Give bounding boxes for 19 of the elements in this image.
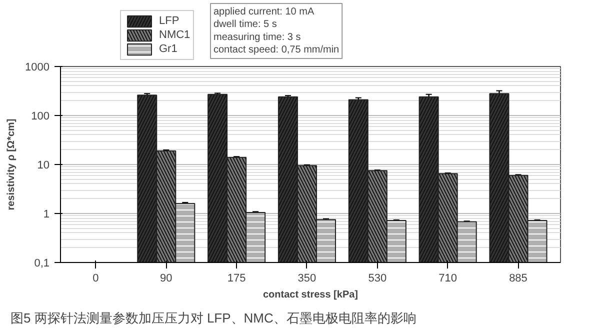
y-tick-label: 0,1 <box>34 258 50 270</box>
legend-label: Gr1 <box>159 43 178 55</box>
y-axis-title: resistivity ρ [Ω*cm] <box>6 118 18 210</box>
y-tick-label: 10 <box>37 160 50 172</box>
x-tick-label: 885 <box>509 272 528 284</box>
text: applied current: 10 mA dwell time: 5 s measuring time: 3 s contact speed: 0,75 mm/min <box>214 6 340 56</box>
x-tick-label: 90 <box>160 272 172 284</box>
x-tick-label: 0 <box>92 272 99 284</box>
x-axis-title: contact stress [kPa] <box>262 290 358 300</box>
caption: 图5 两探针法测量参数加压压力对 LFP、NMC、石墨电极电阻率的影响 <box>10 310 416 326</box>
legend-label: NMC1 <box>159 29 190 41</box>
x-tick-label: 530 <box>368 272 387 284</box>
x-tick-label: 175 <box>227 272 246 284</box>
x-tick-label: 710 <box>438 272 458 284</box>
y-tick-label: 1 <box>43 208 50 220</box>
y-tick-label: 1000 <box>25 62 50 74</box>
legend-label: LFP <box>159 15 180 27</box>
y-tick-label: 100 <box>31 110 50 122</box>
x-tick-label: 350 <box>298 272 316 284</box>
